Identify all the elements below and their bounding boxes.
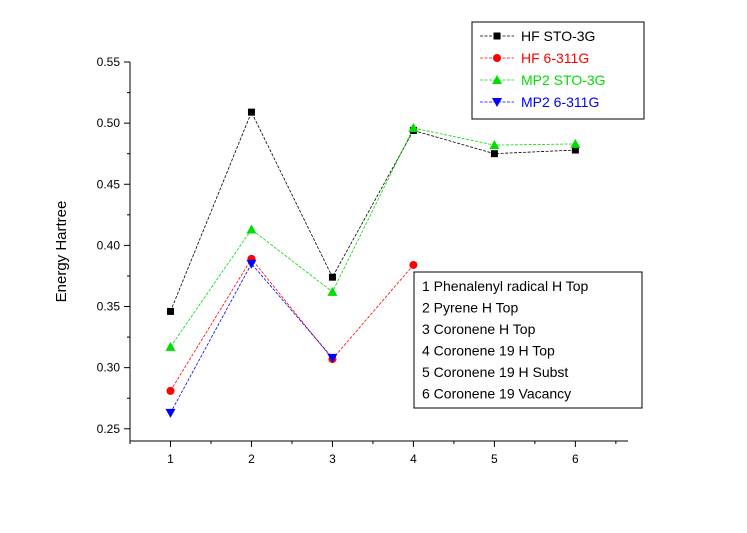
legend-label: MP2 STO-3G	[521, 72, 606, 88]
series-hf-6-311g	[166, 254, 418, 395]
legend-marker	[492, 75, 502, 84]
data-point	[166, 386, 175, 395]
y-tick-label: 0.40	[97, 238, 121, 252]
data-point	[327, 286, 338, 296]
y-tick-label: 0.45	[97, 177, 121, 191]
data-point	[328, 273, 336, 281]
data-point	[165, 341, 176, 351]
legend-label: MP2 6-311G	[521, 94, 599, 110]
x-tick-label: 6	[572, 452, 579, 466]
x-tick-label: 5	[491, 452, 498, 466]
data-point	[165, 408, 176, 418]
legend-marker	[493, 54, 501, 62]
series-mp2-6-311g	[165, 259, 338, 418]
x-tick-label: 3	[329, 452, 336, 466]
series-line	[170, 263, 333, 414]
x-tick-label: 2	[248, 452, 255, 466]
y-tick-label: 0.35	[97, 300, 121, 314]
data-point	[246, 224, 257, 234]
legend-marker	[493, 32, 501, 40]
legend-label: HF 6-311G	[521, 50, 589, 66]
annotation-line: 2 Pyrene H Top	[422, 300, 518, 316]
annotation-line: 5 Coronene 19 H Subst	[422, 364, 568, 380]
annotation-box	[413, 271, 643, 409]
data-point	[409, 260, 418, 269]
annotation-line: 1 Phenalenyl radical H Top	[422, 278, 589, 294]
x-tick-label: 4	[410, 452, 417, 466]
legend-marker	[492, 98, 502, 107]
data-point	[570, 138, 581, 148]
legend-box	[471, 21, 645, 120]
y-tick-label: 0.30	[97, 361, 121, 375]
data-point	[247, 108, 255, 116]
annotation-line: 3 Coronene H Top	[422, 321, 536, 337]
y-tick-label: 0.55	[97, 55, 121, 69]
annotation-line: 4 Coronene 19 H Top	[422, 343, 555, 359]
x-tick-label: 1	[167, 452, 174, 466]
data-point	[571, 146, 579, 154]
legend-label: HF STO-3G	[521, 28, 595, 44]
series-line	[170, 111, 576, 312]
y-tick-label: 0.50	[97, 116, 121, 130]
data-point	[327, 353, 338, 363]
series-line	[170, 258, 414, 392]
data-point	[490, 150, 498, 158]
y-tick-label: 0.25	[97, 422, 121, 436]
series-line	[170, 127, 576, 348]
data-point	[246, 259, 257, 269]
data-point	[408, 123, 419, 133]
series-mp2-sto-3g	[165, 123, 581, 351]
y-axis-title: Energy Hartree	[53, 201, 70, 303]
data-point	[489, 140, 500, 150]
annotation-line: 6 Coronene 19 Vacancy	[422, 386, 571, 402]
data-point	[166, 307, 174, 315]
